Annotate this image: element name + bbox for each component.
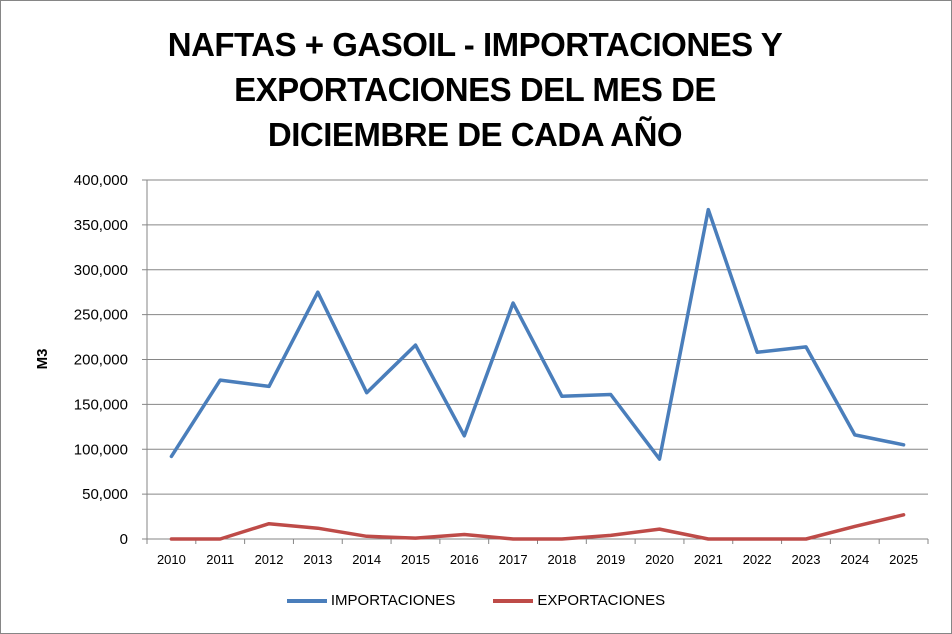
y-axis-label: M3 xyxy=(34,349,51,370)
y-tick-label: 150,000 xyxy=(74,396,128,413)
series-line-importaciones xyxy=(169,207,906,461)
title-line: EXPORTACIONES DEL MES DE xyxy=(234,71,716,108)
y-tick-label: 250,000 xyxy=(74,307,128,324)
x-tick-label: 2022 xyxy=(743,552,772,567)
x-tick-label: 2010 xyxy=(157,552,186,567)
x-tick-label: 2023 xyxy=(792,552,821,567)
x-tick-label: 2013 xyxy=(303,552,332,567)
y-tick-label: 100,000 xyxy=(74,441,128,458)
x-tick-label: 2012 xyxy=(255,552,284,567)
title-line: NAFTAS + GASOIL - IMPORTACIONES Y xyxy=(167,26,783,63)
y-tick-label: 50,000 xyxy=(82,486,128,503)
x-tick-label: 2020 xyxy=(645,552,674,567)
y-tick-label: 350,000 xyxy=(74,217,128,234)
x-tick-label: 2014 xyxy=(352,552,381,567)
legend-label: EXPORTACIONES xyxy=(537,592,666,609)
legend: IMPORTACIONES EXPORTACIONES xyxy=(0,592,952,609)
legend-swatch xyxy=(493,598,534,603)
legend-label: IMPORTACIONES xyxy=(330,592,456,609)
title-line: DICIEMBRE DE CADA AÑO xyxy=(267,116,683,153)
x-tick-label: 2017 xyxy=(499,552,528,567)
x-tick-label: 2018 xyxy=(547,552,576,567)
chart-title: NAFTAS + GASOIL - IMPORTACIONES Y EXPORT… xyxy=(150,22,800,157)
y-tick-label: 400,000 xyxy=(74,172,128,189)
y-tick-label: 200,000 xyxy=(74,352,128,369)
x-tick-label: 2016 xyxy=(450,552,479,567)
y-tick-label: 0 xyxy=(120,531,128,548)
y-tick-label: 300,000 xyxy=(74,262,128,279)
x-tick-label: 2021 xyxy=(694,552,723,567)
legend-item-importaciones: IMPORTACIONES xyxy=(286,592,456,609)
x-tick-label: 2015 xyxy=(401,552,430,567)
x-tick-label: 2019 xyxy=(596,552,625,567)
legend-swatch xyxy=(286,598,327,603)
x-tick-label: 2011 xyxy=(206,552,234,567)
x-tick-label: 2024 xyxy=(840,552,869,567)
x-tick-label: 2025 xyxy=(889,552,918,567)
legend-item-exportaciones: EXPORTACIONES xyxy=(493,592,665,609)
series-line-exportaciones xyxy=(169,513,906,541)
